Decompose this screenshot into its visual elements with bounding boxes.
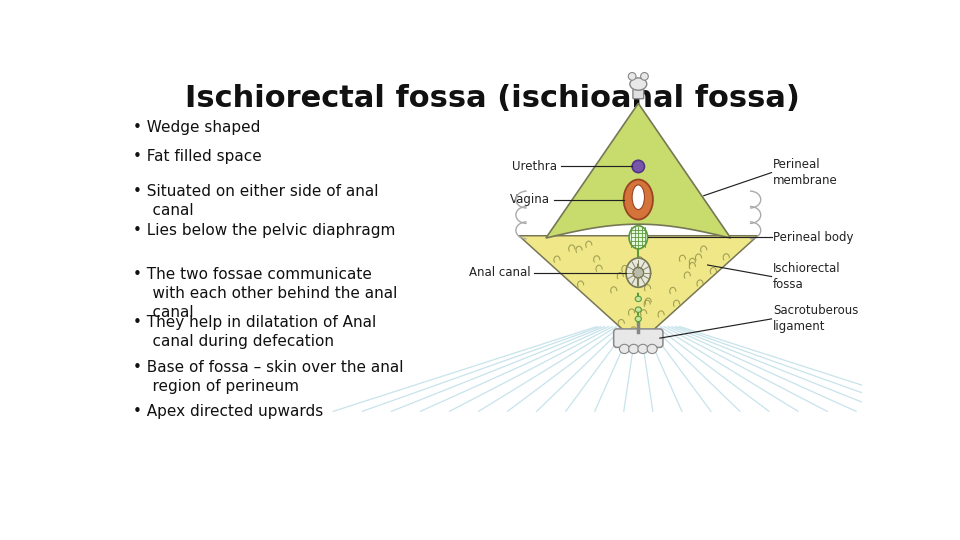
Ellipse shape bbox=[626, 258, 651, 287]
Text: • Situated on either side of anal
    canal: • Situated on either side of anal canal bbox=[133, 184, 378, 218]
Ellipse shape bbox=[636, 296, 641, 301]
Ellipse shape bbox=[630, 78, 647, 90]
Ellipse shape bbox=[633, 267, 644, 278]
Text: Perineal body: Perineal body bbox=[773, 231, 853, 244]
Text: Ischiorectal
fossa: Ischiorectal fossa bbox=[773, 262, 841, 291]
Ellipse shape bbox=[636, 316, 641, 322]
Text: • Lies below the pelvic diaphragm: • Lies below the pelvic diaphragm bbox=[133, 222, 396, 238]
Text: • Apex directed upwards: • Apex directed upwards bbox=[133, 403, 324, 418]
Ellipse shape bbox=[629, 226, 648, 249]
FancyBboxPatch shape bbox=[633, 90, 644, 99]
Ellipse shape bbox=[619, 345, 630, 354]
Ellipse shape bbox=[624, 179, 653, 220]
Text: Urethra: Urethra bbox=[513, 160, 558, 173]
Text: Vagina: Vagina bbox=[510, 193, 550, 206]
Polygon shape bbox=[519, 236, 757, 343]
Ellipse shape bbox=[629, 345, 638, 354]
Text: Sacrotuberous
ligament: Sacrotuberous ligament bbox=[773, 305, 858, 333]
Ellipse shape bbox=[632, 160, 644, 173]
Ellipse shape bbox=[640, 72, 648, 80]
Text: Perineal
membrane: Perineal membrane bbox=[773, 158, 838, 187]
Text: • The two fossae communicate
    with each other behind the anal
    canal: • The two fossae communicate with each o… bbox=[133, 267, 397, 320]
Polygon shape bbox=[546, 103, 731, 238]
Ellipse shape bbox=[647, 345, 658, 354]
Ellipse shape bbox=[628, 72, 636, 80]
Text: • They help in dilatation of Anal
    canal during defecation: • They help in dilatation of Anal canal … bbox=[133, 315, 376, 349]
Ellipse shape bbox=[632, 185, 644, 210]
Ellipse shape bbox=[637, 345, 648, 354]
Text: • Wedge shaped: • Wedge shaped bbox=[133, 120, 260, 135]
Text: Ischiorectal fossa (ischioanal fossa): Ischiorectal fossa (ischioanal fossa) bbox=[184, 84, 800, 113]
Ellipse shape bbox=[636, 307, 641, 312]
Text: • Fat filled space: • Fat filled space bbox=[133, 150, 262, 165]
FancyBboxPatch shape bbox=[613, 329, 663, 347]
Text: Anal canal: Anal canal bbox=[468, 266, 531, 279]
Text: • Base of fossa – skin over the anal
    region of perineum: • Base of fossa – skin over the anal reg… bbox=[133, 360, 403, 394]
